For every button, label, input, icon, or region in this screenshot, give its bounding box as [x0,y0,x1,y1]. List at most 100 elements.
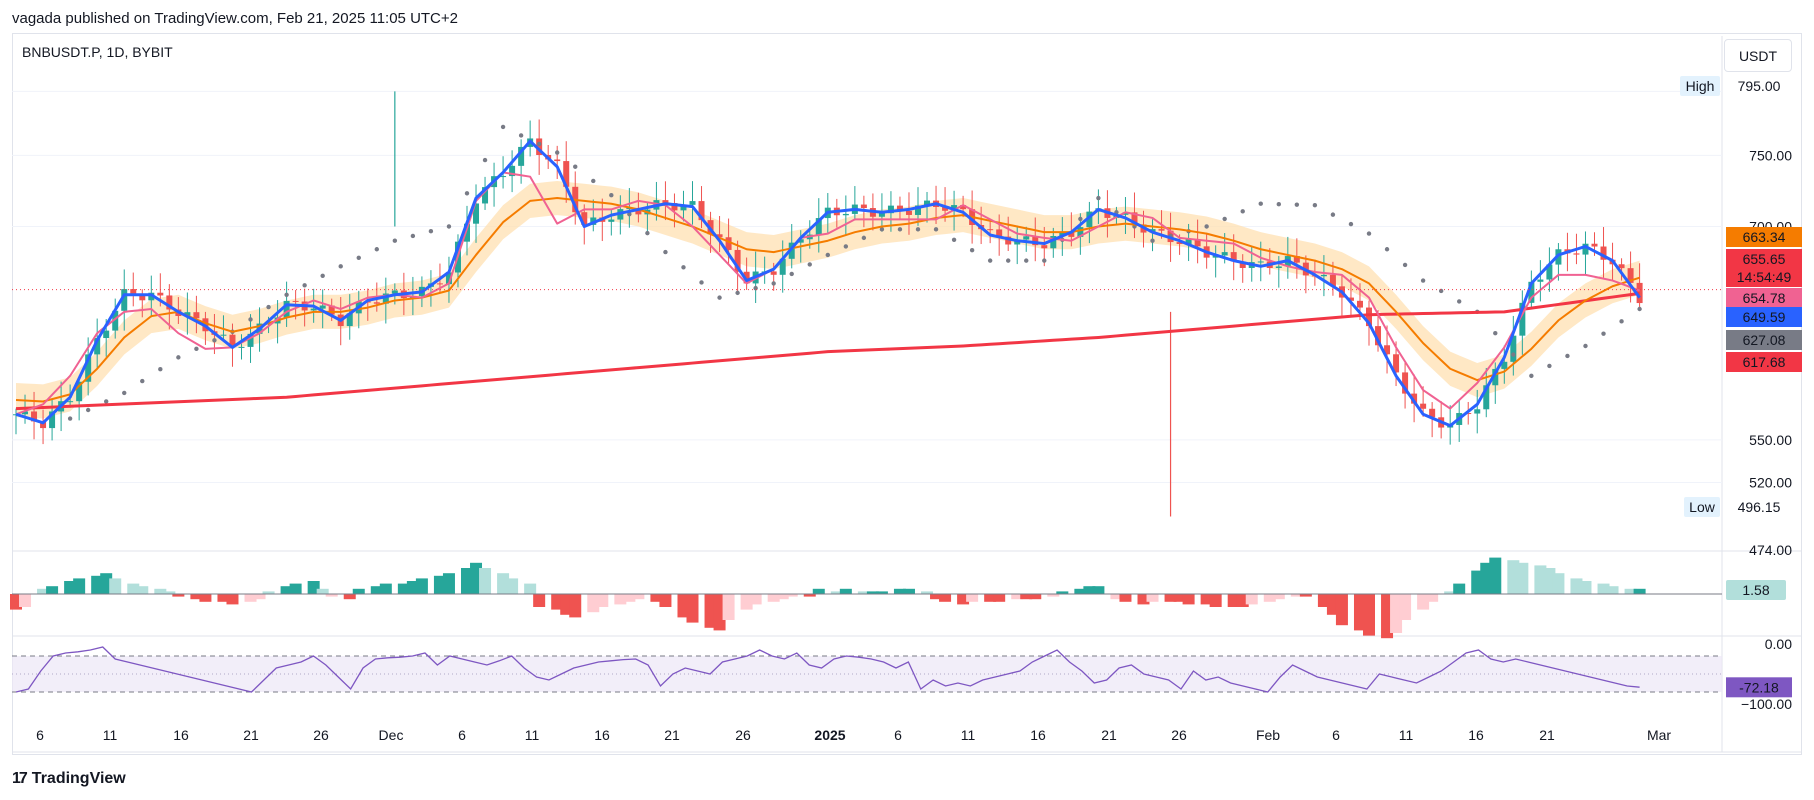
candle-body [788,242,795,259]
histogram-bar [1552,573,1565,594]
candle-body [698,201,705,221]
price-tick-label: 474.00 [1749,542,1792,558]
candle-body [76,381,83,402]
currency-button[interactable]: USDT [1724,39,1792,72]
histogram-bar [587,594,600,613]
psar-dot [464,191,470,196]
price-label-box [1726,288,1802,308]
candle-body [815,218,822,235]
psar-dot [1583,343,1588,349]
histogram-bar [902,588,915,594]
psar-dot [1312,202,1318,208]
candle-body [1023,236,1030,240]
psar-dot [789,271,794,277]
candle-body [905,210,912,215]
high-label-box [1680,76,1720,96]
rsi-tick-label: 0.00 [1765,636,1792,652]
histogram-bar [930,594,943,600]
histogram-bar [1272,594,1285,600]
candle-body [1293,256,1300,263]
psar-dot [1078,216,1083,222]
psar-dot [392,238,398,243]
candle-body [1393,354,1400,373]
tradingview-logo-icon: 17 [12,770,28,787]
candle-body [896,205,903,211]
time-tick-label: Feb [1256,727,1280,743]
candle-body [283,300,290,318]
candle-body [1492,368,1499,386]
histogram-bar [199,594,212,602]
psar-dot [176,355,181,360]
psar-dot [1024,258,1029,263]
histogram-bar [433,575,446,594]
histogram-bar [289,583,302,594]
histogram-bar [352,588,365,594]
histogram-bar [713,594,726,631]
histogram-bar [776,594,789,600]
rsi-pane [12,646,1722,693]
time-tick-label: 11 [525,727,540,743]
histogram-bar [1011,594,1024,600]
histogram-bar [325,594,338,597]
candle-body [671,203,678,211]
time-tick-label: 16 [594,727,610,743]
histogram-bar [136,586,149,594]
high-label: High [1686,78,1715,94]
histogram-bar [560,594,573,615]
histogram-bar [226,594,239,605]
candle-body [436,283,443,285]
histogram-bar [91,575,104,594]
histogram-bar [650,594,663,602]
histogram-bar [1092,586,1105,594]
candle-body [1573,253,1580,255]
candle-body [1158,229,1165,231]
histogram-bar [551,594,564,610]
tradingview-brand[interactable]: 17 TradingView [12,770,126,788]
psar-dot [753,285,758,291]
candle-body [1546,264,1553,280]
histogram-pane [10,557,1722,639]
candle-body [987,229,994,231]
psar-dot [1042,258,1047,263]
time-tick-label: 6 [458,727,466,743]
histogram-bar [1200,594,1213,605]
histogram-bar [1471,570,1484,594]
histogram-bar [307,581,320,594]
price-label: 654.78 [1743,290,1786,306]
candle-body [1032,236,1039,246]
histogram-bar [1164,594,1177,602]
candle-body [581,212,588,225]
candle-body [1366,307,1372,327]
candle-body [310,308,317,311]
histogram-bar [73,578,86,594]
histogram-bar [966,594,979,602]
psar-dot [536,141,542,147]
histogram-bar [1353,594,1366,631]
psar-dot [356,255,361,260]
price-label-box [1726,249,1802,269]
histogram-bar [343,594,356,600]
candle-body [1068,232,1075,237]
histogram-bar [64,581,77,594]
time-axis[interactable]: 6 11 16 21 26 Dec 6 11 16 21 26 2025 6 11 16 21 26 Feb 6 11… [36,727,1671,743]
histogram-bar [1263,594,1276,602]
psar-dot [1384,247,1390,252]
psar-dot [482,157,488,163]
candle-body [1176,242,1183,244]
price-label: 14:54:49 [1737,269,1792,285]
histogram-bar [1507,560,1520,594]
low-label: Low [1689,499,1716,515]
price-label: 627.08 [1743,332,1786,348]
low-value-box [1726,497,1792,517]
candle-body [49,411,56,429]
histogram-bar [1453,583,1466,594]
candle-body [942,206,949,211]
candle-body [121,289,128,311]
rsi-tick-label: −100.00 [1741,696,1792,712]
psar-dot [1511,352,1516,357]
psar-dot [1619,319,1624,324]
candle-body [878,213,885,217]
price-label-box [1726,307,1802,327]
